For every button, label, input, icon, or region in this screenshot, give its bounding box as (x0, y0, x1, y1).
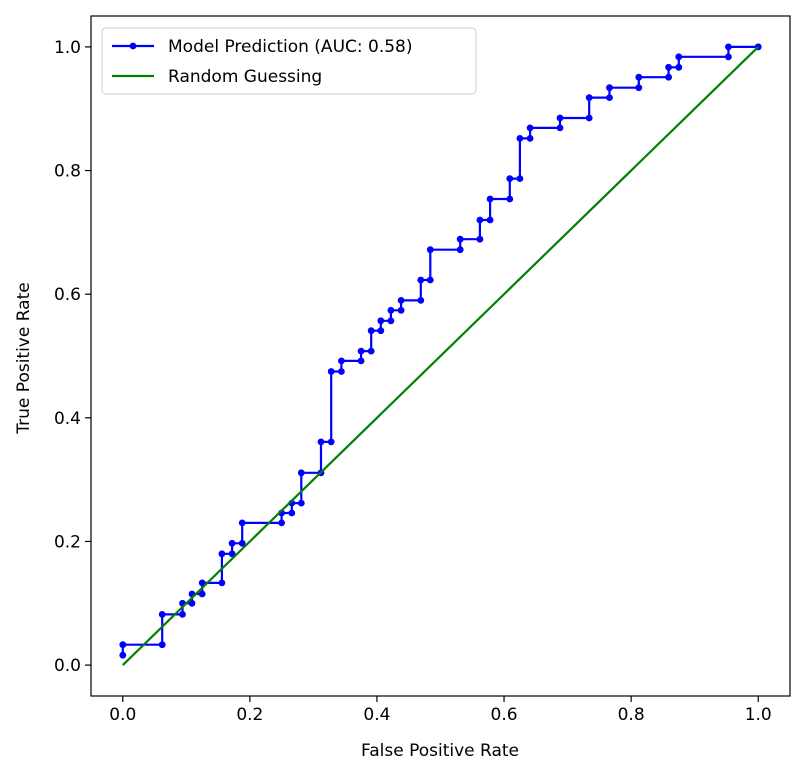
data-point (179, 611, 186, 618)
x-tick-label: 0.2 (236, 705, 263, 725)
data-point (357, 357, 365, 365)
y-tick-label: 0.6 (54, 285, 81, 305)
data-point (486, 216, 494, 224)
data-point (327, 368, 335, 375)
data-point (198, 590, 206, 598)
data-point (476, 235, 484, 243)
plot-layer (119, 43, 762, 666)
data-point (426, 246, 434, 254)
data-point (556, 124, 564, 132)
y-axis-label: True Positive Rate (14, 282, 34, 434)
data-point (297, 499, 305, 507)
data-point (158, 611, 166, 618)
data-point (456, 246, 464, 254)
data-point (635, 73, 643, 81)
x-tick-label: 0.6 (491, 705, 518, 725)
axes-frame (90, 15, 791, 697)
data-point (238, 519, 246, 527)
data-point (119, 651, 127, 659)
data-point (526, 135, 534, 142)
data-point (297, 469, 305, 477)
data-point (119, 641, 127, 649)
x-tick-label: 0.0 (109, 705, 136, 725)
data-point (426, 276, 434, 284)
data-point (397, 306, 405, 314)
y-tick-label: 0.0 (54, 656, 81, 676)
data-point (506, 195, 514, 203)
data-point (665, 73, 672, 81)
data-point (516, 135, 524, 142)
legend: Model Prediction (AUC: 0.58) Random Guess… (101, 27, 477, 95)
data-point (228, 550, 236, 558)
data-point (417, 297, 425, 304)
data-point (417, 276, 425, 284)
y-tick-label: 0.8 (54, 162, 81, 182)
data-point (675, 63, 683, 71)
series-line-1 (122, 46, 759, 666)
legend-label-0: Model Prediction (AUC: 0.58) (168, 37, 413, 57)
x-tick-label: 0.8 (618, 705, 645, 725)
data-point (585, 114, 593, 122)
data-point (228, 539, 236, 547)
data-point (526, 124, 534, 132)
data-point (338, 357, 345, 365)
data-point (456, 235, 464, 243)
data-point (556, 114, 564, 122)
data-point (317, 438, 325, 446)
data-point (516, 175, 524, 183)
data-point (327, 438, 335, 446)
data-point (635, 84, 643, 92)
data-point (397, 297, 405, 304)
data-point (377, 317, 385, 325)
data-point (675, 53, 683, 61)
data-point (218, 579, 226, 587)
data-point (357, 347, 365, 355)
x-axis-label: False Positive Rate (361, 741, 519, 761)
data-point (218, 550, 226, 558)
data-point (506, 175, 514, 183)
data-point (606, 84, 613, 92)
data-point (238, 539, 246, 547)
data-point (377, 327, 385, 335)
data-point (278, 519, 285, 527)
y-tick-label: 1.0 (54, 38, 81, 58)
data-point (606, 94, 613, 101)
axes-layer: 0.0 0.2 0.4 0.6 0.8 1.0 0.0 0.2 0.4 0.6 0.8 1.0 (54, 15, 791, 725)
data-point (476, 216, 484, 224)
data-point (725, 43, 732, 51)
data-point (665, 63, 672, 71)
data-point (585, 94, 593, 101)
data-point (387, 306, 395, 314)
data-point (367, 327, 375, 335)
data-point (198, 579, 206, 587)
y-tick-label: 0.4 (54, 409, 81, 429)
x-tick-label: 0.4 (363, 705, 390, 725)
data-point (367, 347, 375, 355)
data-point (486, 195, 494, 203)
data-point (288, 509, 296, 517)
y-tick-label: 0.2 (54, 532, 81, 552)
legend-box (101, 27, 477, 95)
data-point (188, 599, 196, 607)
data-point (158, 641, 166, 649)
data-point (338, 368, 345, 375)
x-tick-label: 1.0 (745, 705, 772, 725)
legend-label-1: Random Guessing (168, 67, 322, 87)
data-point (387, 317, 395, 325)
legend-marker-0 (129, 42, 137, 50)
data-point (725, 53, 732, 61)
